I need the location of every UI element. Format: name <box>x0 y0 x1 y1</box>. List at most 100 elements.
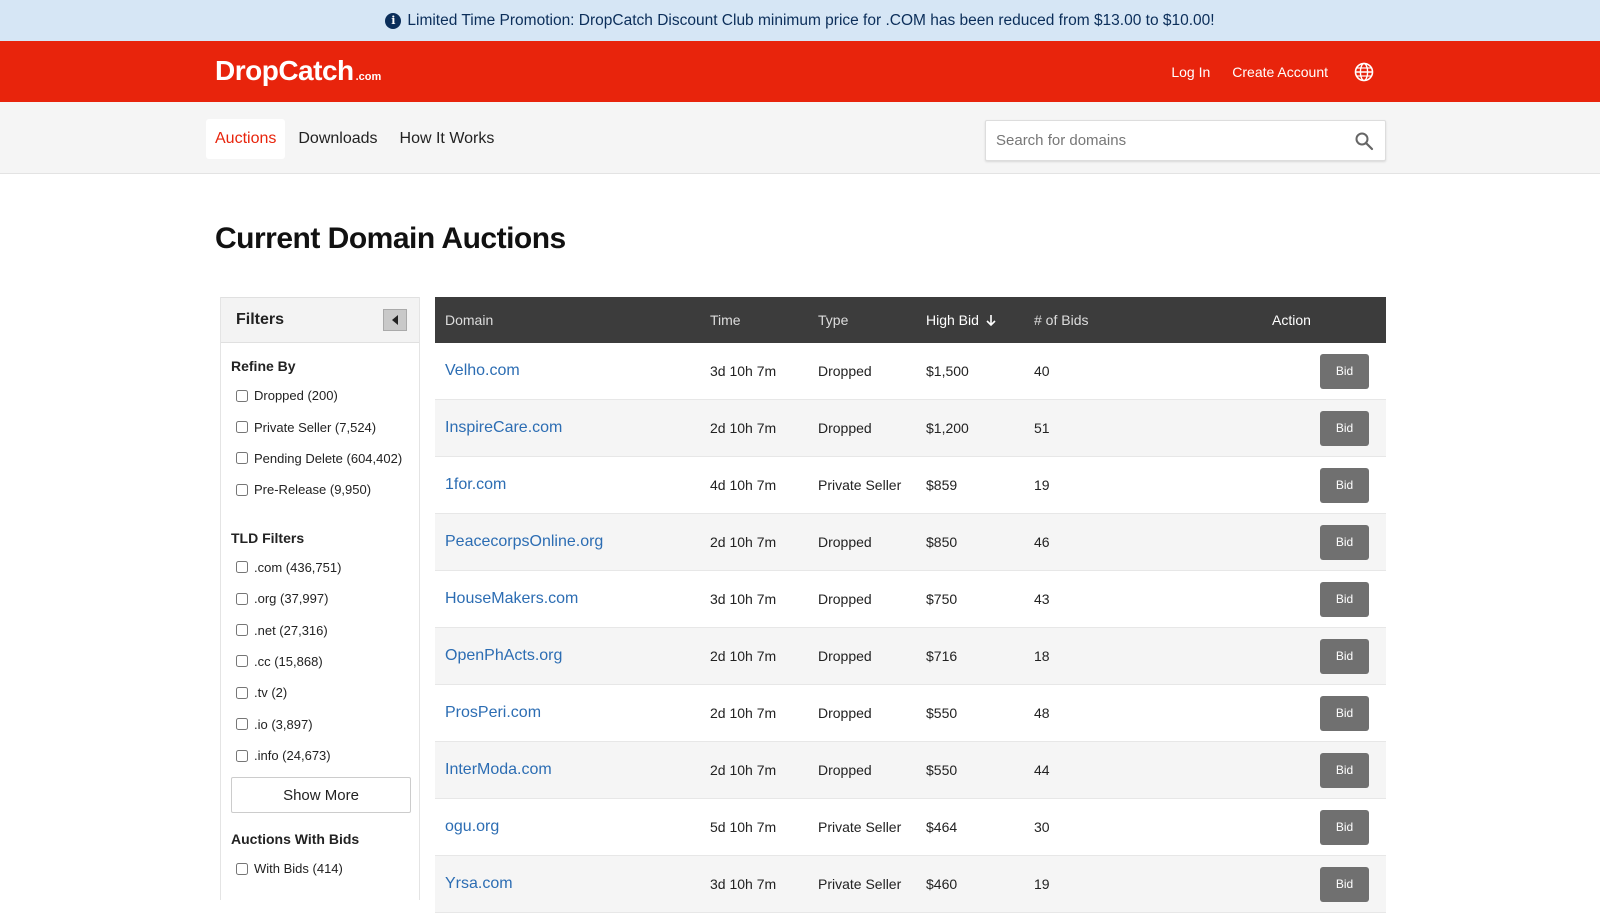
bid-button[interactable]: Bid <box>1320 809 1369 845</box>
cell-high-bid: $460 <box>926 876 958 892</box>
bid-button[interactable]: Bid <box>1320 752 1369 788</box>
filter-tld-io[interactable]: .io (3,897) <box>231 709 419 740</box>
cell-action: Bid <box>1204 866 1386 902</box>
filter-checkbox[interactable] <box>236 655 248 668</box>
header-time[interactable]: Time <box>710 312 741 328</box>
domain-link[interactable]: OpenPhActs.org <box>445 647 563 664</box>
login-link[interactable]: Log In <box>1171 63 1211 80</box>
header-domain[interactable]: Domain <box>445 312 494 328</box>
cell-high-bid: $859 <box>926 477 958 493</box>
bid-button[interactable]: Bid <box>1320 866 1369 902</box>
cell-time: 2d 10h 7m <box>710 762 777 778</box>
bid-button[interactable]: Bid <box>1320 467 1369 503</box>
promo-text: Limited Time Promotion: DropCatch Discou… <box>407 11 1215 29</box>
logo[interactable]: DropCatch .com <box>215 55 381 87</box>
filter-tld-cc[interactable]: .cc (15,868) <box>231 646 419 677</box>
filter-tld-org[interactable]: .org (37,997) <box>231 583 419 614</box>
filter-dropped[interactable]: Dropped (200) <box>231 380 419 411</box>
cell-action: Bid <box>1204 581 1386 617</box>
filter-checkbox[interactable] <box>236 483 248 496</box>
domain-link[interactable]: InspireCare.com <box>445 419 563 436</box>
table-row: InterModa.com 2d 10h 7m Dropped $550 44 Bid <box>435 742 1386 799</box>
table-row: Velho.com 3d 10h 7m Dropped $1,500 40 Bid <box>435 343 1386 400</box>
domain-link[interactable]: 1for.com <box>445 476 507 493</box>
logo-text: DropCatch <box>215 55 354 86</box>
domain-link[interactable]: Velho.com <box>445 362 520 379</box>
filter-checkbox[interactable] <box>236 624 248 637</box>
bid-button[interactable]: Bid <box>1320 638 1369 674</box>
filter-tld-net[interactable]: .net (27,316) <box>231 614 419 645</box>
bid-button[interactable]: Bid <box>1320 581 1369 617</box>
filter-label: .io (3,897) <box>254 716 313 732</box>
tab-downloads[interactable]: Downloads <box>298 130 378 147</box>
filter-checkbox[interactable] <box>236 592 248 605</box>
create-account-link[interactable]: Create Account <box>1232 63 1328 80</box>
header-type[interactable]: Type <box>818 312 849 328</box>
domain-link[interactable]: InterModa.com <box>445 761 552 778</box>
filter-checkbox[interactable] <box>236 561 248 574</box>
cell-num-bids: 46 <box>1034 534 1050 550</box>
cell-high-bid: $1,500 <box>926 363 969 379</box>
domain-link[interactable]: HouseMakers.com <box>445 590 579 607</box>
filter-label: Pending Delete (604,402) <box>254 450 403 466</box>
filter-label: .com (436,751) <box>254 559 342 575</box>
filter-with-bids[interactable]: With Bids (414) <box>231 853 419 884</box>
filter-tld-com[interactable]: .com (436,751) <box>231 552 419 583</box>
cell-time: 2d 10h 7m <box>710 705 777 721</box>
header-high-bid-label: High Bid <box>926 312 979 328</box>
sub-navigation: Auctions Downloads How It Works <box>0 102 1600 174</box>
filter-checkbox[interactable] <box>236 452 248 465</box>
account-links: Log In Create Account <box>1149 41 1374 102</box>
search-icon[interactable] <box>1343 121 1385 160</box>
header-num-bids[interactable]: # of Bids <box>1034 312 1089 328</box>
table-row: InspireCare.com 2d 10h 7m Dropped $1,200 51 B… <box>435 400 1386 457</box>
filter-checkbox[interactable] <box>236 421 248 434</box>
bid-button[interactable]: Bid <box>1320 353 1369 389</box>
filter-checkbox[interactable] <box>236 749 248 762</box>
filter-checkbox[interactable] <box>236 686 248 699</box>
show-more-button[interactable]: Show More <box>231 777 411 814</box>
bid-button[interactable]: Bid <box>1320 410 1369 446</box>
globe-icon[interactable] <box>1354 62 1374 82</box>
cell-num-bids: 30 <box>1034 819 1050 835</box>
cell-domain: Yrsa.com <box>435 875 710 893</box>
bids-section: Auctions With Bids With Bids (414) <box>221 831 419 884</box>
filter-private-seller[interactable]: Private Seller (7,524) <box>231 411 419 442</box>
filter-pending-delete[interactable]: Pending Delete (604,402) <box>231 443 419 474</box>
bid-button[interactable]: Bid <box>1320 524 1369 560</box>
caret-left-icon[interactable] <box>383 309 407 331</box>
domain-link[interactable]: ProsPeri.com <box>445 704 542 721</box>
cell-num-bids: 44 <box>1034 762 1050 778</box>
domain-link[interactable]: ogu.org <box>445 818 500 835</box>
refine-section: Refine By Dropped (200) Private Seller (… <box>221 358 419 506</box>
cell-type: Private Seller <box>818 876 902 892</box>
filter-checkbox[interactable] <box>236 718 248 731</box>
table-row: 1for.com 4d 10h 7m Private Seller $859 19 Bid <box>435 457 1386 514</box>
bids-title: Auctions With Bids <box>231 831 360 848</box>
search-box <box>985 120 1386 161</box>
cell-high-bid: $850 <box>926 534 958 550</box>
search-input[interactable] <box>986 121 1343 160</box>
cell-action: Bid <box>1204 809 1386 845</box>
cell-time: 3d 10h 7m <box>710 363 777 379</box>
filter-label: Dropped (200) <box>254 388 338 404</box>
bid-button[interactable]: Bid <box>1320 695 1369 731</box>
filter-checkbox[interactable] <box>236 389 248 402</box>
filter-checkbox[interactable] <box>236 862 248 875</box>
filter-tld-info[interactable]: .info (24,673) <box>231 740 419 771</box>
cell-action: Bid <box>1204 410 1386 446</box>
cell-num-bids: 19 <box>1034 477 1050 493</box>
tab-auctions[interactable]: Auctions <box>206 119 286 159</box>
cell-high-bid: $750 <box>926 591 958 607</box>
tab-how-it-works[interactable]: How It Works <box>399 130 495 147</box>
domain-link[interactable]: Yrsa.com <box>445 875 513 892</box>
cell-type: Dropped <box>818 648 872 664</box>
filter-tld-tv[interactable]: .tv (2) <box>231 677 419 708</box>
cell-type: Dropped <box>818 591 872 607</box>
cell-time: 5d 10h 7m <box>710 819 777 835</box>
domain-link[interactable]: PeacecorpsOnline.org <box>445 533 604 550</box>
tld-section: TLD Filters .com (436,751) .org (37,997)… <box>221 530 419 814</box>
refine-title: Refine By <box>231 358 296 374</box>
filter-pre-release[interactable]: Pre-Release (9,950) <box>231 474 419 505</box>
header-high-bid[interactable]: High Bid <box>926 312 1034 328</box>
